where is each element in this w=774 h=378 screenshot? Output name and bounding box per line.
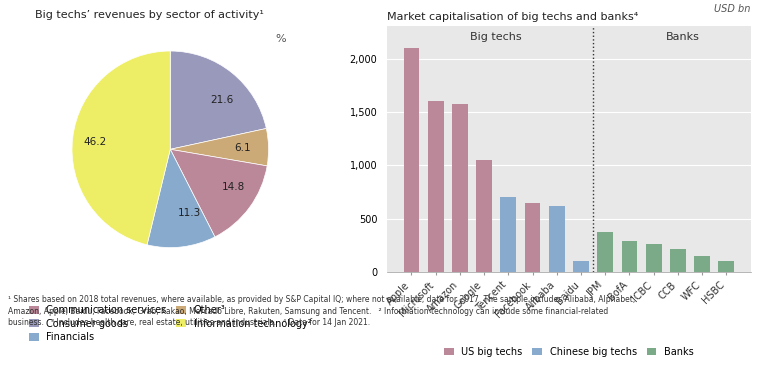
Text: 6.1: 6.1 — [235, 143, 251, 153]
Text: ¹ Shares based on 2018 total revenues, where available, as provided by S&P Capit: ¹ Shares based on 2018 total revenues, w… — [8, 295, 635, 327]
Text: Banks: Banks — [666, 33, 700, 42]
Text: 11.3: 11.3 — [178, 208, 201, 218]
Wedge shape — [72, 51, 170, 245]
Wedge shape — [170, 51, 266, 149]
Bar — [622, 241, 637, 272]
Text: Market capitalisation of big techs and banks⁴: Market capitalisation of big techs and b… — [387, 11, 639, 22]
Bar — [403, 48, 420, 272]
Bar — [694, 256, 710, 272]
Bar — [428, 101, 444, 272]
Text: USD bn: USD bn — [714, 4, 751, 14]
Legend: US big techs, Chinese big techs, Banks: US big techs, Chinese big techs, Banks — [440, 343, 698, 361]
Bar — [476, 160, 492, 272]
Legend: Communication services, Consumer goods, Financials, Other³, Information technolo: Communication services, Consumer goods, … — [25, 301, 316, 346]
Text: Big techs: Big techs — [471, 33, 522, 42]
Text: %: % — [275, 34, 286, 44]
Wedge shape — [170, 129, 269, 166]
Bar — [452, 104, 467, 272]
Wedge shape — [170, 149, 267, 237]
Text: 21.6: 21.6 — [211, 94, 234, 105]
Text: 46.2: 46.2 — [84, 137, 107, 147]
Bar — [646, 244, 662, 272]
Bar — [573, 262, 589, 272]
Text: Big techs’ revenues by sector of activity¹: Big techs’ revenues by sector of activit… — [35, 10, 264, 20]
Bar — [598, 232, 613, 272]
Bar — [525, 203, 540, 272]
Bar — [670, 249, 686, 272]
Bar — [718, 261, 735, 272]
Bar — [549, 206, 565, 272]
Bar — [501, 197, 516, 272]
Text: 14.8: 14.8 — [221, 182, 245, 192]
Wedge shape — [147, 149, 215, 248]
